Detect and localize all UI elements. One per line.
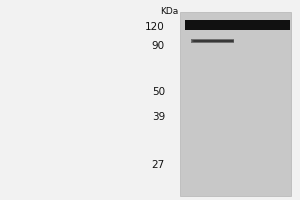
Text: 39: 39 bbox=[152, 112, 165, 122]
Text: 120: 120 bbox=[145, 22, 165, 32]
Bar bbox=[0, 0, 180, 200]
Bar bbox=[194, 40, 232, 42]
Text: KDa: KDa bbox=[160, 7, 178, 16]
Text: 50: 50 bbox=[152, 87, 165, 97]
Bar bbox=[184, 20, 290, 30]
Bar bbox=[180, 12, 291, 196]
Bar bbox=[190, 39, 234, 43]
Bar bbox=[193, 40, 233, 42]
Text: 27: 27 bbox=[152, 160, 165, 170]
Text: 90: 90 bbox=[152, 41, 165, 51]
Bar bbox=[191, 40, 233, 42]
